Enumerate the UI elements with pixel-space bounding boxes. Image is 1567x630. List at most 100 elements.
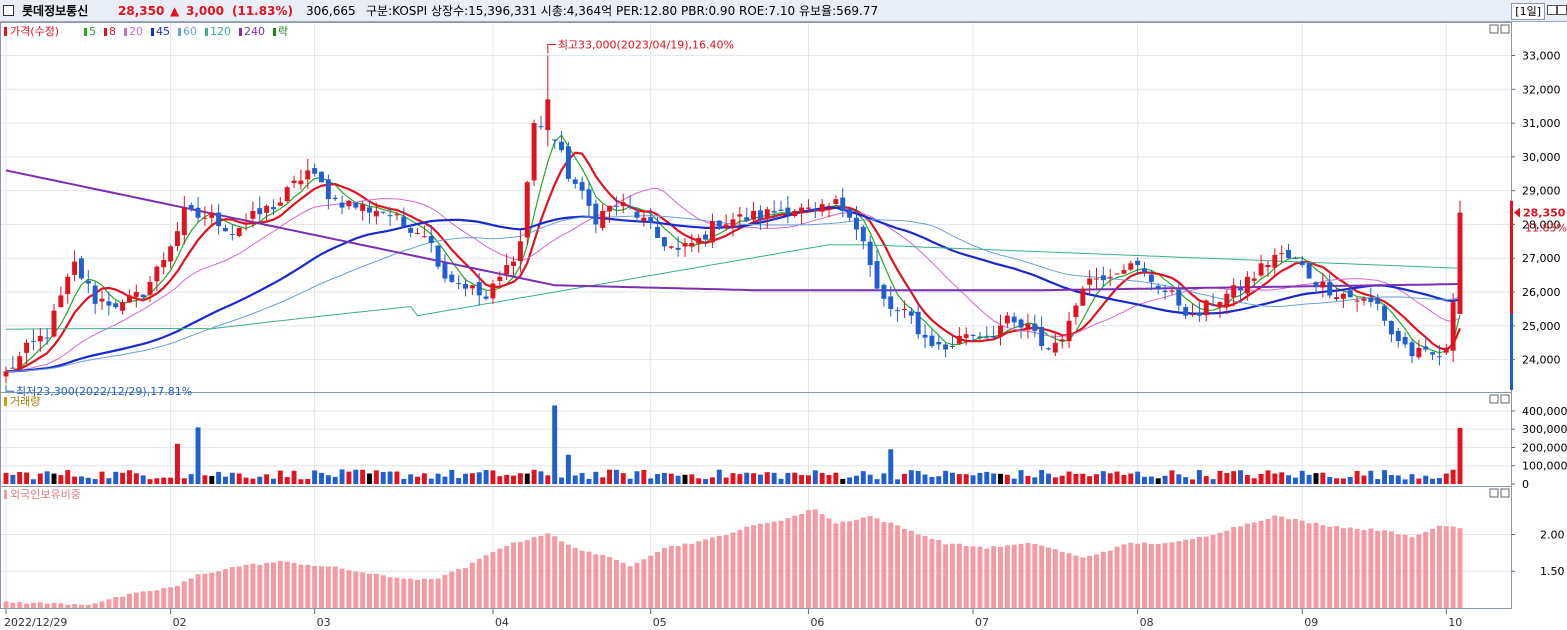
foreign-bar xyxy=(154,590,160,608)
candle-body xyxy=(840,197,846,211)
select-checkbox[interactable] xyxy=(3,5,14,16)
candle-body xyxy=(140,294,146,298)
candle-body xyxy=(998,325,1003,337)
period-button[interactable]: [1일] xyxy=(1511,3,1545,20)
volume-bar xyxy=(367,473,372,484)
volume-bar xyxy=(826,475,832,484)
candle-body xyxy=(689,243,695,247)
volume-bars xyxy=(3,405,1463,484)
volume-bar xyxy=(44,471,50,484)
candle-body xyxy=(1395,330,1401,342)
candle-body xyxy=(161,259,167,268)
foreign-bar xyxy=(1128,542,1134,608)
volume-bar xyxy=(65,470,71,484)
candle-body xyxy=(792,210,798,217)
foreign-bar xyxy=(106,599,112,608)
candle-body xyxy=(648,217,654,223)
foreign-bar xyxy=(3,601,9,608)
candle-body xyxy=(353,202,359,208)
foreign-bar xyxy=(1018,543,1024,608)
candle-body xyxy=(373,210,379,217)
restore-icon[interactable] xyxy=(1547,5,1557,15)
volume-bar xyxy=(24,472,30,484)
volume-bar xyxy=(682,474,688,484)
candle-body xyxy=(1052,342,1058,353)
foreign-bar xyxy=(298,564,304,608)
candle-body xyxy=(497,276,503,281)
ma-240-line xyxy=(5,169,1461,292)
volume-bar xyxy=(998,473,1003,484)
foreign-bar xyxy=(751,525,757,608)
candle-body xyxy=(1402,336,1408,345)
candle-body xyxy=(1313,282,1319,287)
candle-body xyxy=(826,205,832,207)
price-panel-controls[interactable] xyxy=(1489,24,1510,34)
volume-bar xyxy=(648,478,654,484)
foreign-bar xyxy=(1210,534,1216,608)
foreign-panel-controls[interactable] xyxy=(1489,488,1510,498)
volume-bar xyxy=(17,471,23,484)
candle-body xyxy=(1142,268,1147,272)
volume-bar xyxy=(853,475,859,484)
candle-body xyxy=(449,274,455,282)
volume-bar xyxy=(1327,476,1333,484)
foreign-bar xyxy=(668,545,674,608)
foreign-bar xyxy=(113,596,119,608)
foreign-bar xyxy=(915,534,921,608)
volume-panel-controls[interactable] xyxy=(1489,394,1510,404)
candle-body xyxy=(991,336,997,338)
foreign-bar xyxy=(517,541,523,608)
volume-bar xyxy=(696,478,702,484)
volume-tick-label: 400,000 xyxy=(1522,405,1567,418)
candle-body xyxy=(1416,347,1422,358)
candle-body xyxy=(442,263,448,279)
foreign-bar xyxy=(648,555,654,608)
volume-bar xyxy=(511,475,516,484)
volume-bar xyxy=(915,470,921,484)
foreign-bar xyxy=(1320,525,1326,608)
stock-info: 구분:KOSPI 상장수:15,396,331 시총:4,364억 PER:12… xyxy=(366,4,879,18)
candle-body xyxy=(785,207,791,215)
candle-body xyxy=(1244,276,1250,294)
volume-bar xyxy=(1382,470,1388,484)
foreign-bar xyxy=(1258,520,1264,608)
foreign-bar xyxy=(257,564,263,608)
candle-body xyxy=(977,336,983,338)
stock-chart: 24,000 25,000 26,000 27,000 28,000 29,000 30,0… xyxy=(0,22,1567,630)
volume-tick-label: 300,000 xyxy=(1522,423,1567,436)
candle-body xyxy=(277,202,283,206)
candle-body xyxy=(860,226,866,242)
foreign-bar xyxy=(1087,555,1093,608)
candle-body xyxy=(1382,305,1388,321)
foreign-bar xyxy=(785,518,791,608)
candle-body xyxy=(1430,352,1436,355)
foreign-bar xyxy=(65,604,71,608)
volume-bar xyxy=(757,474,763,484)
volume-bar xyxy=(380,471,386,484)
close-icon[interactable] xyxy=(1557,5,1567,15)
candle-body xyxy=(1224,293,1230,307)
foreign-bar xyxy=(524,540,530,608)
volume-bar xyxy=(538,471,544,484)
foreign-bar xyxy=(174,585,180,608)
candle-body xyxy=(929,335,935,347)
volume-bar xyxy=(1128,473,1134,484)
volume-bar xyxy=(154,478,160,484)
foreign-bar xyxy=(593,554,599,608)
foreign-bar xyxy=(1080,557,1086,608)
volume-bar xyxy=(339,469,345,484)
foreign-bar xyxy=(572,547,578,608)
candle-body xyxy=(874,261,880,289)
foreign-bar xyxy=(1395,534,1401,608)
volume-bar xyxy=(133,473,139,484)
legend-price-title: 가격(수정) xyxy=(10,25,59,38)
foreign-bar xyxy=(223,569,228,608)
price-tick-label: 32,000 xyxy=(1522,83,1561,96)
volume-bar xyxy=(751,473,757,484)
foreign-bar xyxy=(895,525,901,608)
candle-body xyxy=(216,212,222,227)
volume-bar xyxy=(901,473,907,484)
volume-bar xyxy=(1135,471,1141,484)
foreign-bar xyxy=(85,604,91,608)
candle-body xyxy=(565,146,571,179)
